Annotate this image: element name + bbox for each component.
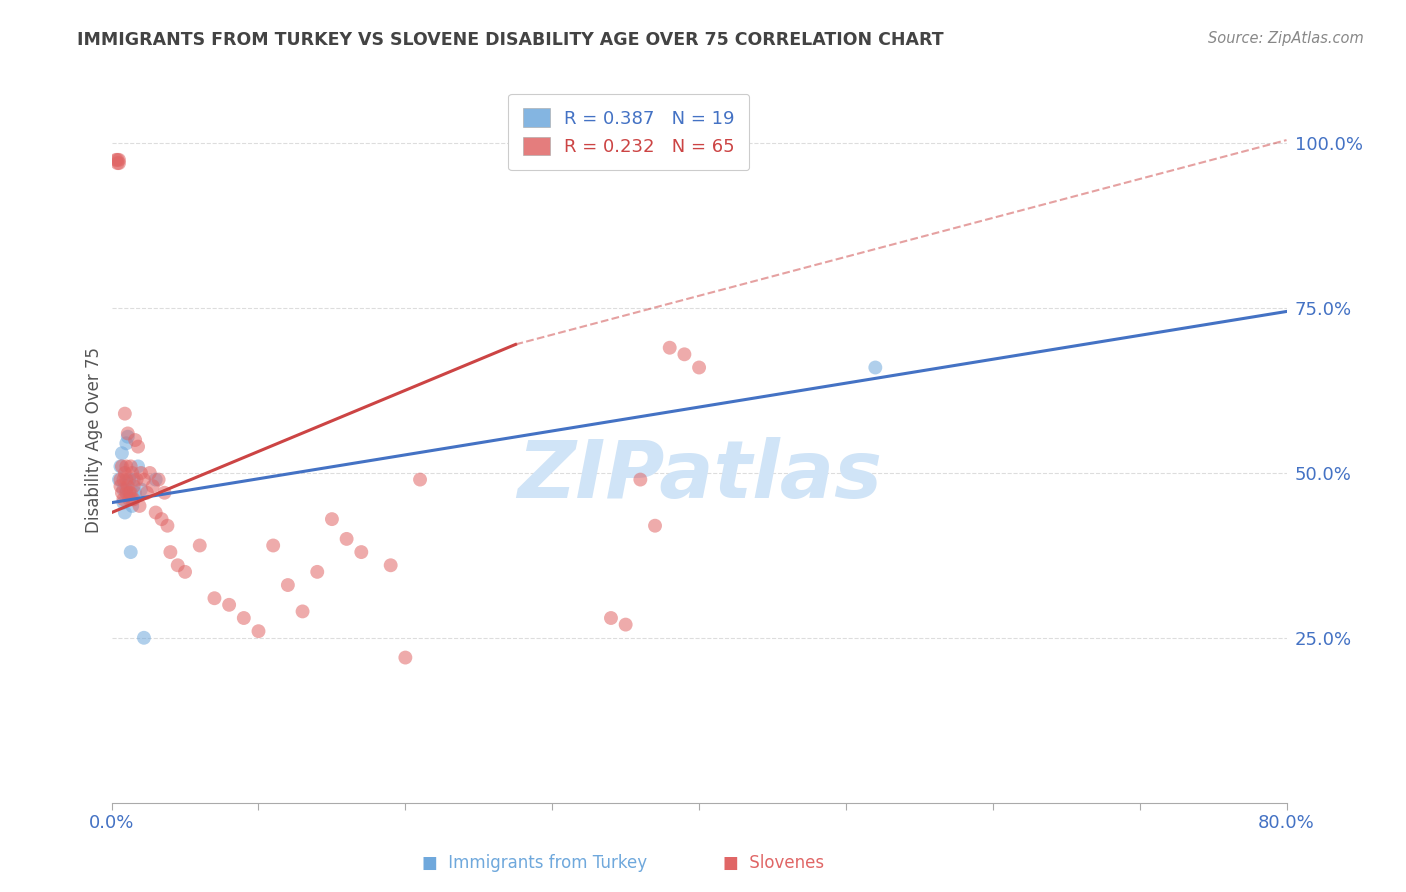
Point bbox=[204, 591, 226, 606]
Point bbox=[110, 473, 132, 487]
Point bbox=[600, 611, 623, 625]
Y-axis label: Disability Age Over 75: Disability Age Over 75 bbox=[86, 347, 103, 533]
Point bbox=[614, 617, 637, 632]
Point bbox=[108, 156, 131, 170]
Point bbox=[218, 598, 240, 612]
Point bbox=[121, 499, 143, 513]
Point bbox=[110, 479, 132, 493]
Point bbox=[150, 512, 173, 526]
Point bbox=[115, 473, 138, 487]
Text: ■  Slovenes: ■ Slovenes bbox=[723, 855, 824, 872]
Point bbox=[132, 631, 155, 645]
Point bbox=[118, 492, 141, 507]
Text: IMMIGRANTS FROM TURKEY VS SLOVENE DISABILITY AGE OVER 75 CORRELATION CHART: IMMIGRANTS FROM TURKEY VS SLOVENE DISABI… bbox=[77, 31, 943, 49]
Point bbox=[148, 473, 170, 487]
Text: ■  Immigrants from Turkey: ■ Immigrants from Turkey bbox=[422, 855, 647, 872]
Point bbox=[122, 479, 145, 493]
Point bbox=[262, 539, 284, 553]
Point bbox=[127, 440, 149, 454]
Point bbox=[628, 473, 651, 487]
Point bbox=[112, 492, 135, 507]
Point bbox=[688, 360, 710, 375]
Point bbox=[118, 485, 141, 500]
Point bbox=[115, 483, 138, 497]
Point bbox=[118, 473, 141, 487]
Point bbox=[145, 473, 167, 487]
Point bbox=[114, 506, 136, 520]
Point bbox=[247, 624, 270, 639]
Point bbox=[673, 347, 696, 361]
Point bbox=[865, 360, 887, 375]
Point bbox=[129, 466, 152, 480]
Text: ZIPatlas: ZIPatlas bbox=[516, 437, 882, 516]
Point bbox=[105, 153, 128, 167]
Point bbox=[112, 496, 135, 510]
Point bbox=[120, 545, 142, 559]
Point bbox=[156, 518, 179, 533]
Point bbox=[174, 565, 197, 579]
Point bbox=[188, 539, 211, 553]
Point bbox=[117, 479, 139, 493]
Point bbox=[117, 430, 139, 444]
Point bbox=[135, 485, 157, 500]
Point bbox=[394, 650, 416, 665]
Point bbox=[159, 545, 181, 559]
Point bbox=[166, 558, 188, 573]
Point bbox=[129, 483, 152, 497]
Point bbox=[115, 459, 138, 474]
Point bbox=[107, 153, 129, 167]
Point bbox=[120, 485, 142, 500]
Point bbox=[307, 565, 329, 579]
Point bbox=[127, 459, 149, 474]
Point bbox=[380, 558, 402, 573]
Point bbox=[321, 512, 343, 526]
Point bbox=[291, 604, 314, 618]
Point bbox=[139, 466, 162, 480]
Point bbox=[409, 473, 432, 487]
Point bbox=[111, 446, 134, 460]
Point bbox=[110, 459, 132, 474]
Point bbox=[644, 518, 666, 533]
Point bbox=[124, 433, 146, 447]
Point bbox=[145, 506, 167, 520]
Point bbox=[120, 459, 142, 474]
Point bbox=[108, 153, 131, 167]
Point bbox=[117, 426, 139, 441]
Point bbox=[124, 485, 146, 500]
Point bbox=[350, 545, 373, 559]
Point bbox=[121, 492, 143, 507]
Point bbox=[336, 532, 359, 546]
Legend: R = 0.387   N = 19, R = 0.232   N = 65: R = 0.387 N = 19, R = 0.232 N = 65 bbox=[508, 94, 749, 170]
Point bbox=[114, 407, 136, 421]
Point bbox=[107, 156, 129, 170]
Point bbox=[122, 492, 145, 507]
Point bbox=[128, 499, 150, 513]
Point bbox=[153, 485, 176, 500]
Point bbox=[132, 473, 155, 487]
Text: Source: ZipAtlas.com: Source: ZipAtlas.com bbox=[1208, 31, 1364, 46]
Point bbox=[111, 485, 134, 500]
Point bbox=[114, 466, 136, 480]
Point bbox=[108, 473, 131, 487]
Point bbox=[122, 473, 145, 487]
Point bbox=[658, 341, 681, 355]
Point bbox=[125, 473, 148, 487]
Point bbox=[111, 459, 134, 474]
Point bbox=[121, 466, 143, 480]
Point bbox=[142, 479, 165, 493]
Point bbox=[115, 485, 138, 500]
Point bbox=[232, 611, 254, 625]
Point bbox=[112, 483, 135, 497]
Point bbox=[277, 578, 299, 592]
Point bbox=[115, 436, 138, 450]
Point bbox=[112, 473, 135, 487]
